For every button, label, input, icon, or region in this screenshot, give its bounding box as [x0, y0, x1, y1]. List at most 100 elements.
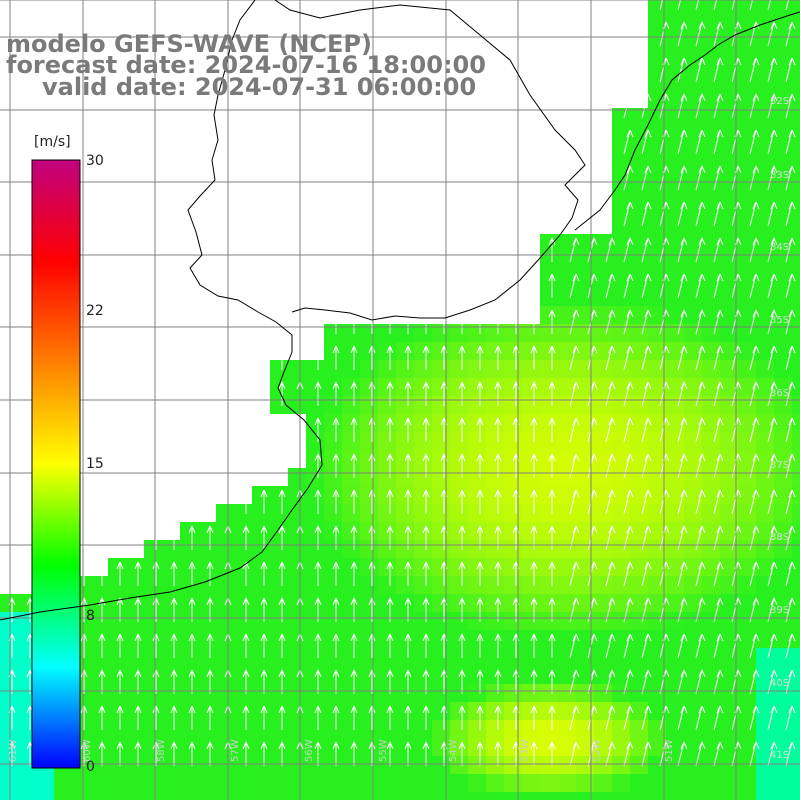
wind-arrow: [494, 453, 502, 478]
wind-cell: [720, 270, 738, 288]
wind-cell: [144, 594, 162, 612]
wind-cell: [612, 486, 630, 504]
wind-cell: [396, 576, 414, 594]
wind-cell: [540, 630, 558, 648]
wind-arrow: [530, 489, 538, 514]
wind-arrow: [422, 525, 430, 550]
wind-arrow: [677, 417, 688, 443]
wind-cell: [414, 684, 432, 702]
wind-cell: [774, 144, 792, 162]
wind-arrow: [623, 705, 634, 731]
wind-cell: [288, 612, 306, 630]
wind-arrow: [785, 741, 796, 767]
wind-cell: [342, 576, 360, 594]
wind-cell: [684, 216, 702, 234]
wind-cell: [378, 594, 396, 612]
wind-cell: [720, 612, 738, 630]
wind-arrow: [641, 453, 652, 479]
wind-arrow: [206, 705, 214, 730]
wind-cell: [612, 630, 630, 648]
wind-cell: [792, 432, 800, 450]
wind-cell: [684, 72, 702, 90]
wind-cell: [306, 396, 324, 414]
wind-cell: [648, 486, 666, 504]
wind-cell: [540, 288, 558, 306]
wind-cell: [288, 396, 306, 414]
wind-arrow: [749, 93, 760, 119]
wind-arrow: [767, 633, 778, 659]
wind-arrow: [569, 669, 580, 695]
wind-cell: [432, 378, 450, 396]
wind-cell: [540, 666, 558, 684]
wind-cell: [702, 270, 720, 288]
wind-cell: [198, 594, 216, 612]
wind-cell: [396, 558, 414, 576]
wind-cell: [720, 108, 738, 126]
wind-arrow: [242, 669, 250, 694]
wind-cell: [288, 540, 306, 558]
wind-cell: [522, 504, 540, 522]
wind-cell: [612, 504, 630, 522]
wind-cell: [792, 630, 800, 648]
wind-cell: [522, 720, 540, 738]
wind-arrow: [623, 345, 634, 371]
wind-cell: [522, 432, 540, 450]
wind-arrow: [641, 129, 652, 155]
wind-cell: [756, 288, 774, 306]
wind-cell: [198, 540, 216, 558]
wind-arrow: [350, 417, 358, 442]
wind-cell: [450, 450, 468, 468]
wind-cell: [774, 180, 792, 198]
wind-cell: [450, 414, 468, 432]
wind-arrow: [404, 417, 412, 442]
wind-cell: [792, 612, 800, 630]
wind-arrow: [677, 0, 682, 11]
wind-cell: [702, 360, 720, 378]
wind-arrow: [605, 741, 616, 767]
wind-arrow: [98, 705, 106, 730]
wind-cell: [252, 576, 270, 594]
wind-cell: [360, 594, 378, 612]
wind-cell: [324, 630, 342, 648]
wind-cell: [396, 450, 414, 468]
wind-cell: [738, 522, 756, 540]
wind-arrow: [422, 381, 430, 406]
wind-cell: [468, 720, 486, 738]
wind-arrow: [476, 561, 484, 586]
wind-cell: [558, 738, 576, 756]
wind-cell: [288, 576, 306, 594]
wind-cell: [738, 756, 756, 774]
wind-cell: [684, 396, 702, 414]
lon-label: 54W: [448, 739, 459, 762]
wind-cell: [288, 468, 306, 486]
wind-cell: [612, 306, 630, 324]
wind-cell: [666, 576, 684, 594]
wind-cell: [504, 774, 522, 792]
wind-cell: [396, 666, 414, 684]
wind-cell: [666, 666, 684, 684]
wind-cell: [720, 306, 738, 324]
wind-arrow: [404, 669, 412, 694]
wind-cell: [720, 378, 738, 396]
wind-cell: [504, 684, 522, 702]
wind-cell: [774, 558, 792, 576]
wind-cell: [162, 756, 180, 774]
wind-cell: [702, 558, 720, 576]
wind-cell: [666, 360, 684, 378]
wind-cell: [792, 468, 800, 486]
wind-cell: [774, 90, 792, 108]
wind-cell: [270, 630, 288, 648]
wind-cell: [558, 522, 576, 540]
wind-cell: [378, 558, 396, 576]
wind-cell: [396, 738, 414, 756]
wind-arrow: [278, 489, 286, 514]
wind-cell: [486, 342, 504, 360]
wind-cell: [414, 648, 432, 666]
wind-cell: [594, 342, 612, 360]
wind-cell: [414, 558, 432, 576]
wind-cell: [450, 576, 468, 594]
wind-cell: [720, 126, 738, 144]
wind-cell: [720, 486, 738, 504]
wind-arrow: [476, 669, 484, 694]
wind-cell: [468, 612, 486, 630]
